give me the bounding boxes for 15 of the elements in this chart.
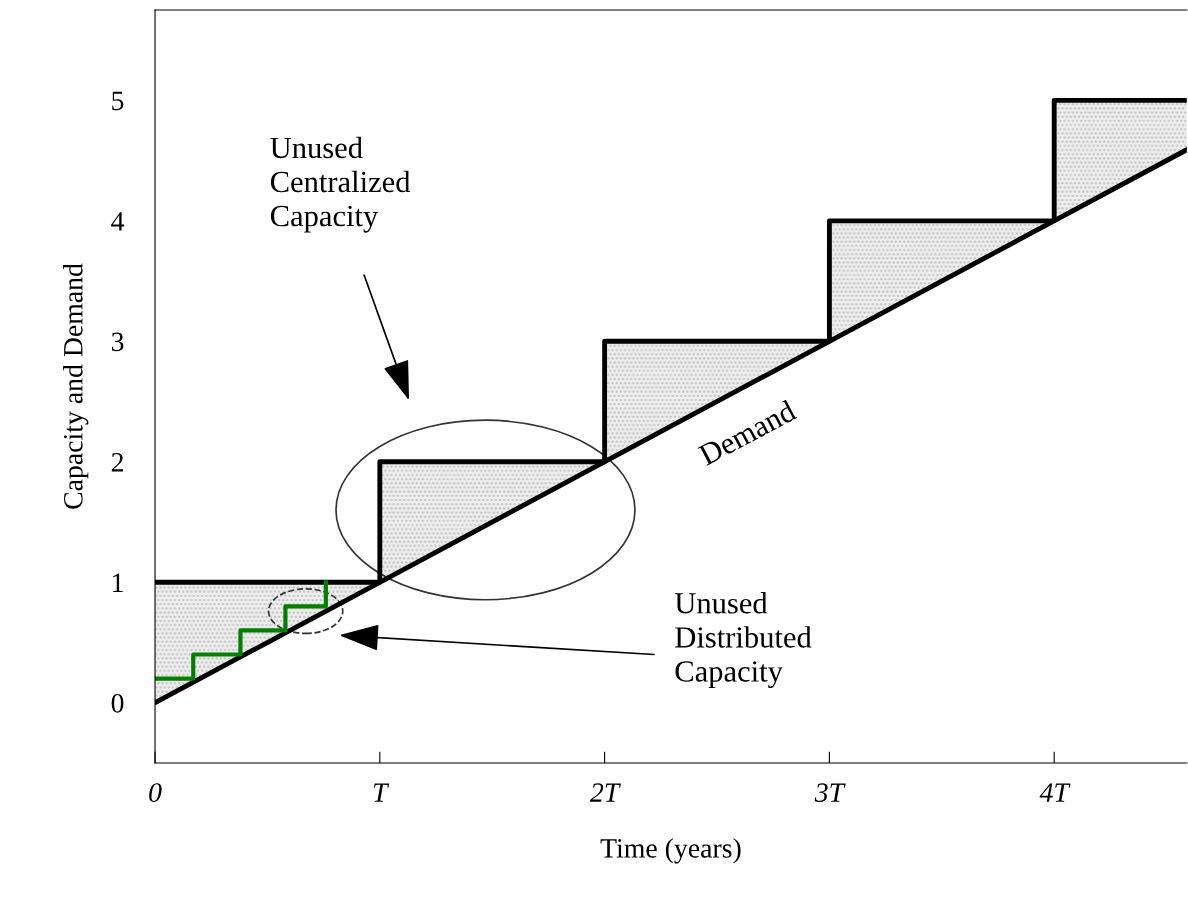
- x-tick-label: 3T: [814, 783, 846, 802]
- x-tick-label: T: [373, 783, 390, 802]
- annotation: Unused Centralized Capacity: [270, 136, 411, 233]
- y-axis-title: Capacity and Demand: [63, 263, 89, 509]
- x-axis-title: Time (years): [600, 838, 741, 864]
- x-tick-label: 2T: [589, 783, 621, 802]
- y-tick-label: 4: [111, 212, 125, 231]
- annotation: Unused Distributed Capacity: [674, 592, 812, 689]
- y-tick-label: 5: [112, 91, 124, 111]
- y-tick-label: 2: [111, 453, 123, 472]
- y-tick-label: 3: [111, 332, 124, 352]
- x-tick-label: 4T: [1039, 783, 1071, 802]
- x-tick-label: 0: [149, 783, 162, 802]
- y-tick-label: 1: [113, 573, 123, 592]
- y-tick-label: 0: [111, 693, 124, 713]
